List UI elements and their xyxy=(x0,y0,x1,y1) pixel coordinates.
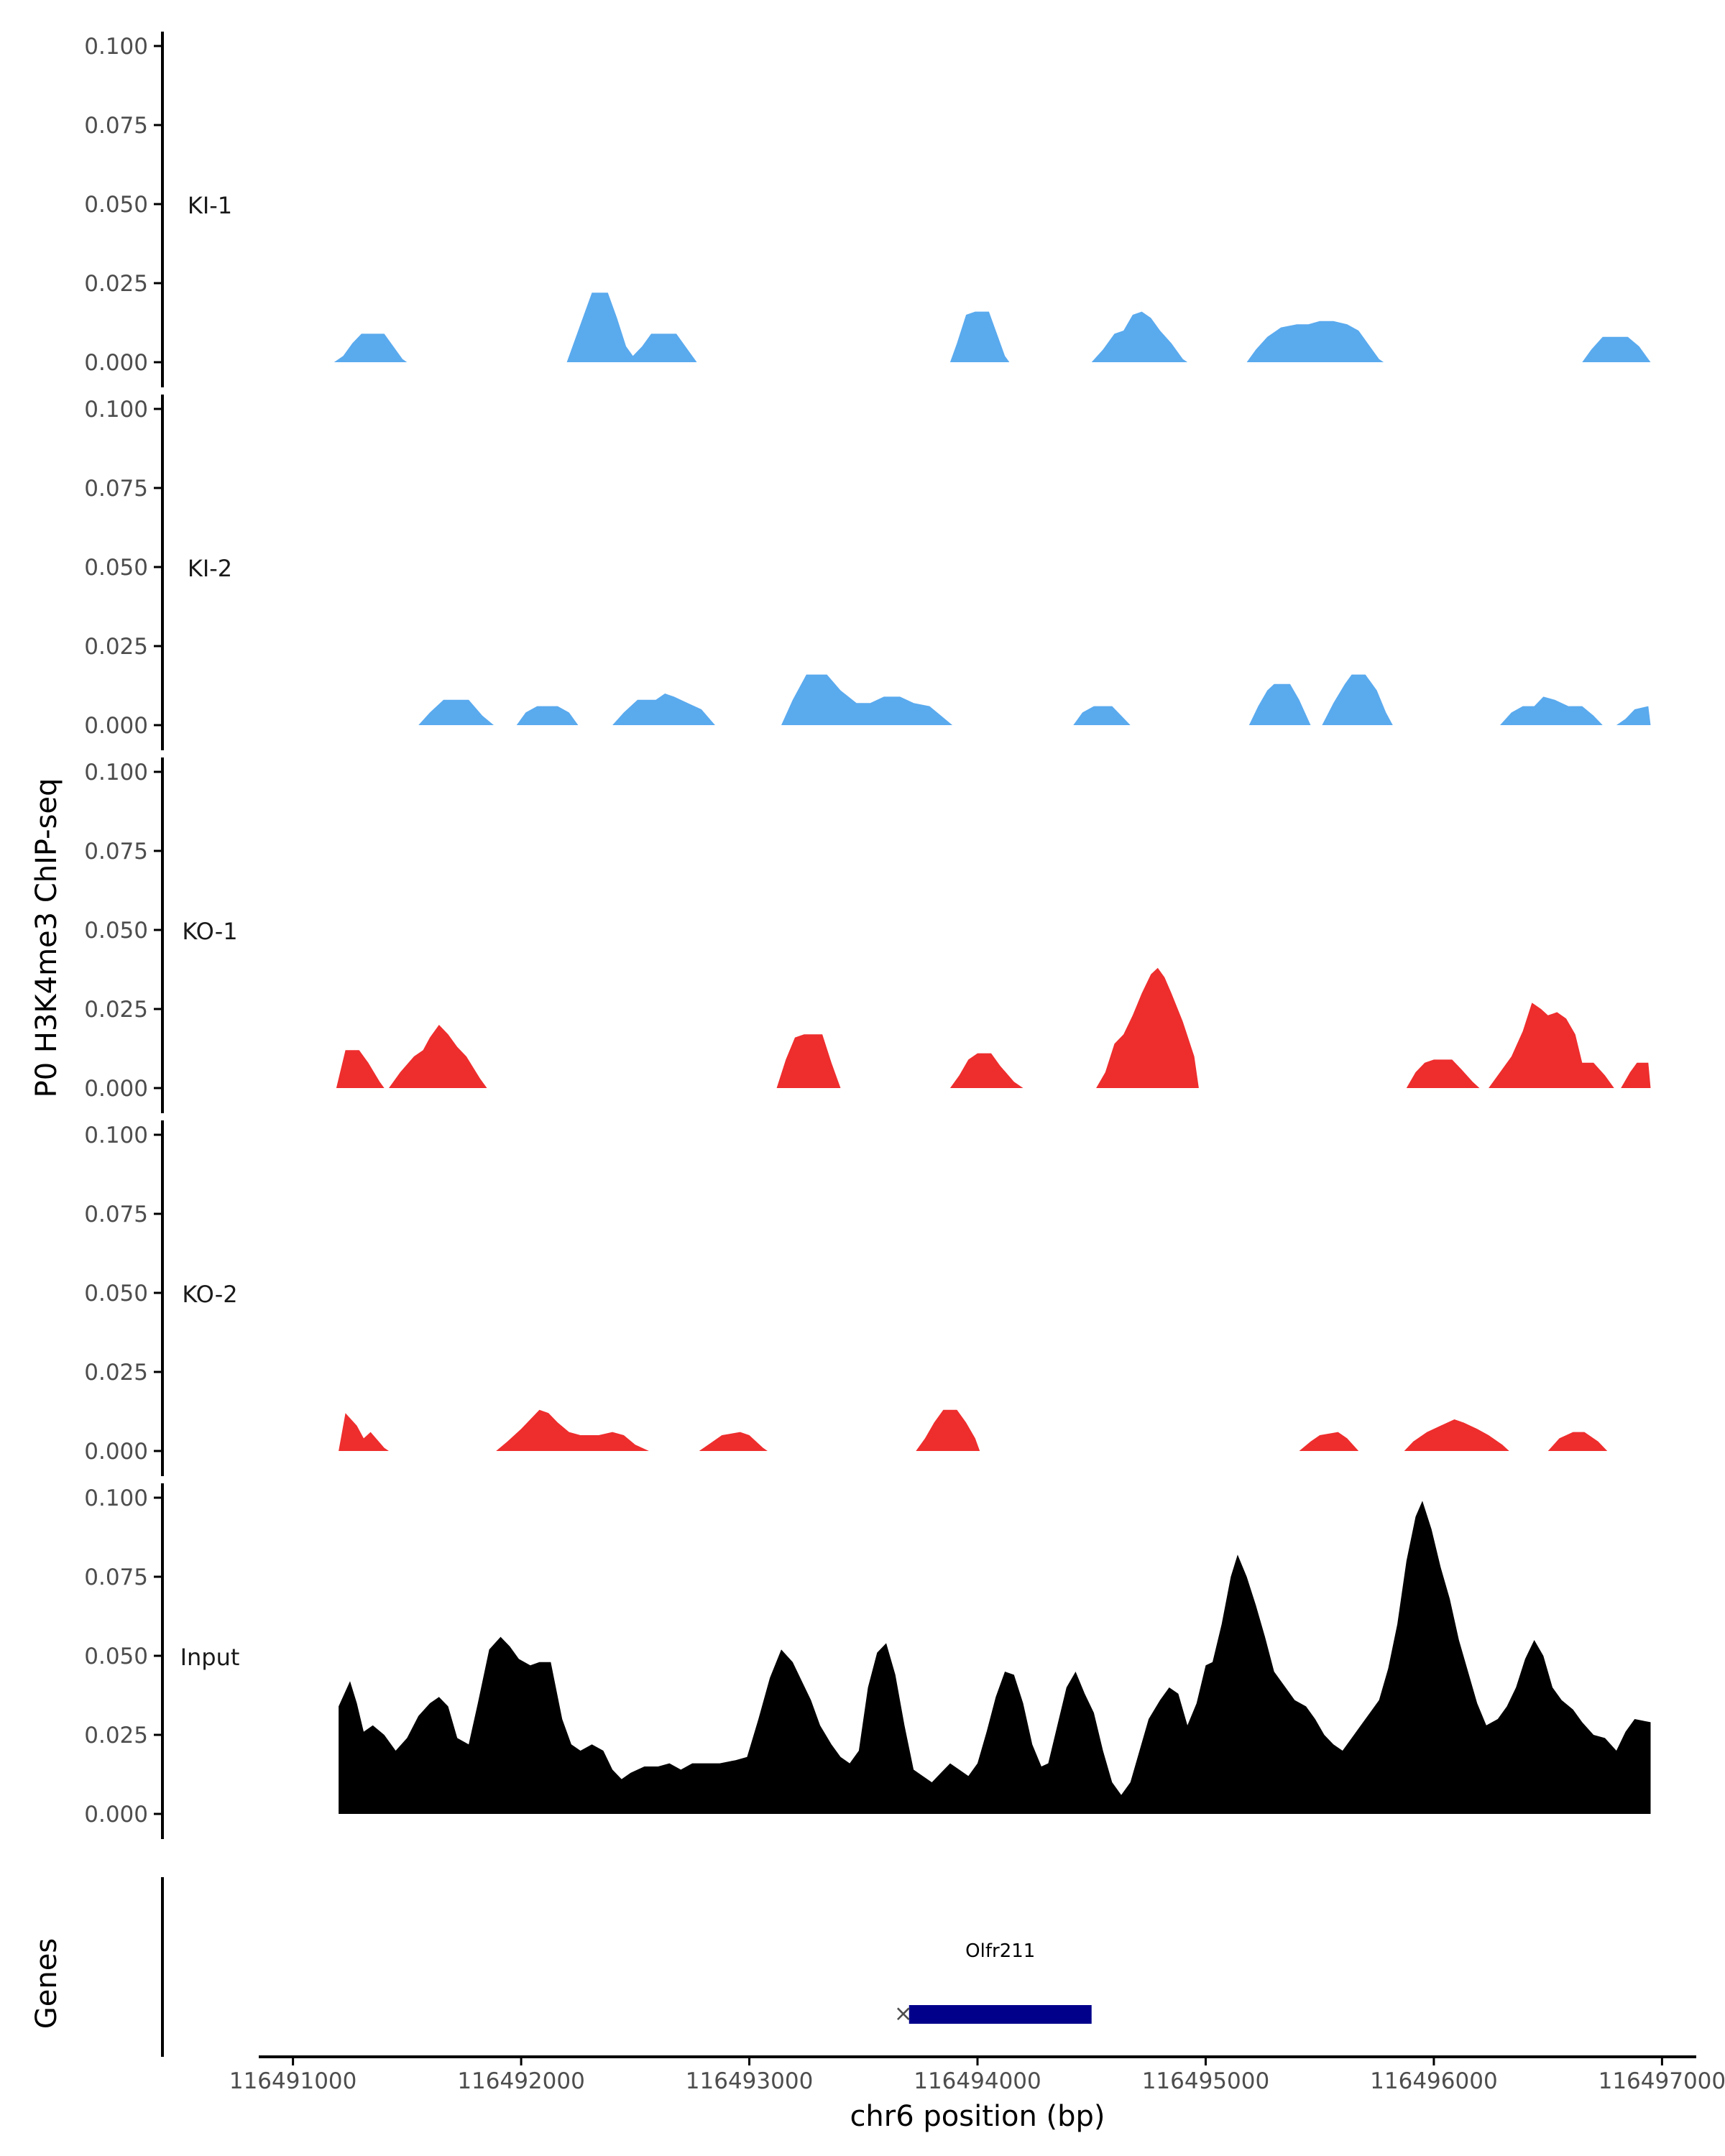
track-ko-2: 0.000 0.025 0.050 0.075 0.100 KO-2 xyxy=(84,1120,1608,1476)
y-tick-label: 0.025 xyxy=(84,634,148,660)
signal-peak xyxy=(1322,674,1393,725)
y-tick-label: 0.100 xyxy=(84,1485,148,1511)
track-input: 0.000 0.025 0.050 0.075 0.100 Input xyxy=(84,1483,1651,1839)
x-axis-title: chr6 position (bp) xyxy=(850,2100,1105,2133)
track-label: KI-2 xyxy=(188,555,232,582)
signal-peak xyxy=(949,311,1010,362)
y-tick-label: 0.025 xyxy=(84,271,148,297)
y-tick-label: 0.025 xyxy=(84,1360,148,1386)
gene-name-label: Olfr211 xyxy=(965,1940,1035,1962)
y-tick-label: 0.000 xyxy=(84,713,148,739)
y-tick-label: 0.000 xyxy=(84,1439,148,1465)
y-tick-label: 0.025 xyxy=(84,997,148,1023)
signal-tracks: 0.0000.0250.0500.0750.100KI-10.0000.0250… xyxy=(84,32,1651,1839)
x-tick-label: 116497000 xyxy=(1598,2068,1725,2094)
track-label: KI-1 xyxy=(188,192,232,219)
track-ki-2: 0.000 0.025 0.050 0.075 0.100 KI-2 xyxy=(84,395,1651,750)
signal-peak xyxy=(1404,1419,1509,1451)
y-tick-label: 0.075 xyxy=(84,839,148,865)
signal-peak xyxy=(339,1413,389,1451)
y-tick-label: 0.075 xyxy=(84,113,148,139)
y-tick-label: 0.050 xyxy=(84,192,148,218)
signal-peak xyxy=(496,1409,649,1451)
signal-peak xyxy=(1582,336,1651,362)
track-ko-1: 0.000 0.025 0.050 0.075 0.100 KO-1 xyxy=(84,757,1651,1113)
y-tick-label: 0.100 xyxy=(84,1123,148,1148)
track-ki-1: 0.000 0.025 0.050 0.075 0.100 KI-1 xyxy=(84,32,1651,387)
signal-peak xyxy=(516,706,579,725)
y-tick-label: 0.075 xyxy=(84,1565,148,1590)
y-tick-label: 0.075 xyxy=(84,1202,148,1227)
x-tick-label: 116495000 xyxy=(1142,2068,1270,2094)
signal-peak xyxy=(1073,706,1131,725)
x-tick-label: 116494000 xyxy=(914,2068,1041,2094)
x-tick-label: 116492000 xyxy=(457,2068,585,2094)
y-tick-label: 0.075 xyxy=(84,476,148,502)
y-tick-label: 0.050 xyxy=(84,918,148,944)
signal-peak xyxy=(949,1053,1024,1088)
strand-marker-left: × xyxy=(894,2001,913,2027)
signal-peak xyxy=(1406,1059,1480,1088)
y-tick-label: 0.100 xyxy=(84,760,148,786)
signal-peak xyxy=(1246,321,1384,362)
y-tick-label: 0.000 xyxy=(84,350,148,376)
signal-peak xyxy=(339,1501,1651,1814)
signal-peak xyxy=(1500,696,1603,725)
track-label: KO-1 xyxy=(182,918,237,945)
gene-track: × Olfr211 xyxy=(161,1877,1092,2057)
signal-peak xyxy=(1489,1003,1614,1088)
y-tick-label: 0.050 xyxy=(84,1281,148,1307)
signal-peak xyxy=(781,674,953,725)
y-axis-title: P0 H3K4me3 ChIP-seq xyxy=(30,778,63,1098)
signal-peak xyxy=(1091,311,1188,362)
signal-peak xyxy=(566,292,697,362)
y-tick-label: 0.000 xyxy=(84,1802,148,1828)
signal-peak xyxy=(1299,1432,1359,1451)
y-tick-label: 0.100 xyxy=(84,397,148,423)
signal-peak xyxy=(612,694,715,725)
x-tick-label: 116493000 xyxy=(686,2068,814,2094)
y-tick-label: 0.100 xyxy=(84,34,148,60)
signal-peak xyxy=(916,1409,980,1451)
signal-peak xyxy=(336,1050,385,1088)
y-tick-label: 0.050 xyxy=(84,555,148,581)
signal-peak xyxy=(1096,967,1199,1088)
track-label: KO-2 xyxy=(182,1281,237,1308)
signal-peak xyxy=(776,1034,841,1088)
signal-peak xyxy=(699,1432,768,1451)
signal-peak xyxy=(1248,683,1311,725)
x-axis: 116491000 116492000 116493000 116494000 1164… xyxy=(229,2055,1725,2094)
signal-peak xyxy=(334,333,408,362)
genes-track-label: Genes xyxy=(30,1938,63,2029)
track-label: Input xyxy=(180,1644,240,1671)
x-tick-label: 116491000 xyxy=(229,2068,357,2094)
signal-peak xyxy=(389,1025,487,1088)
y-tick-label: 0.025 xyxy=(84,1723,148,1749)
signal-peak xyxy=(1616,706,1651,725)
gene-body xyxy=(908,2005,1092,2024)
signal-peak xyxy=(418,699,494,725)
y-tick-label: 0.050 xyxy=(84,1644,148,1669)
y-tick-label: 0.000 xyxy=(84,1076,148,1102)
signal-peak xyxy=(1547,1432,1608,1451)
x-tick-label: 116496000 xyxy=(1370,2068,1498,2094)
signal-peak xyxy=(1621,1062,1651,1088)
